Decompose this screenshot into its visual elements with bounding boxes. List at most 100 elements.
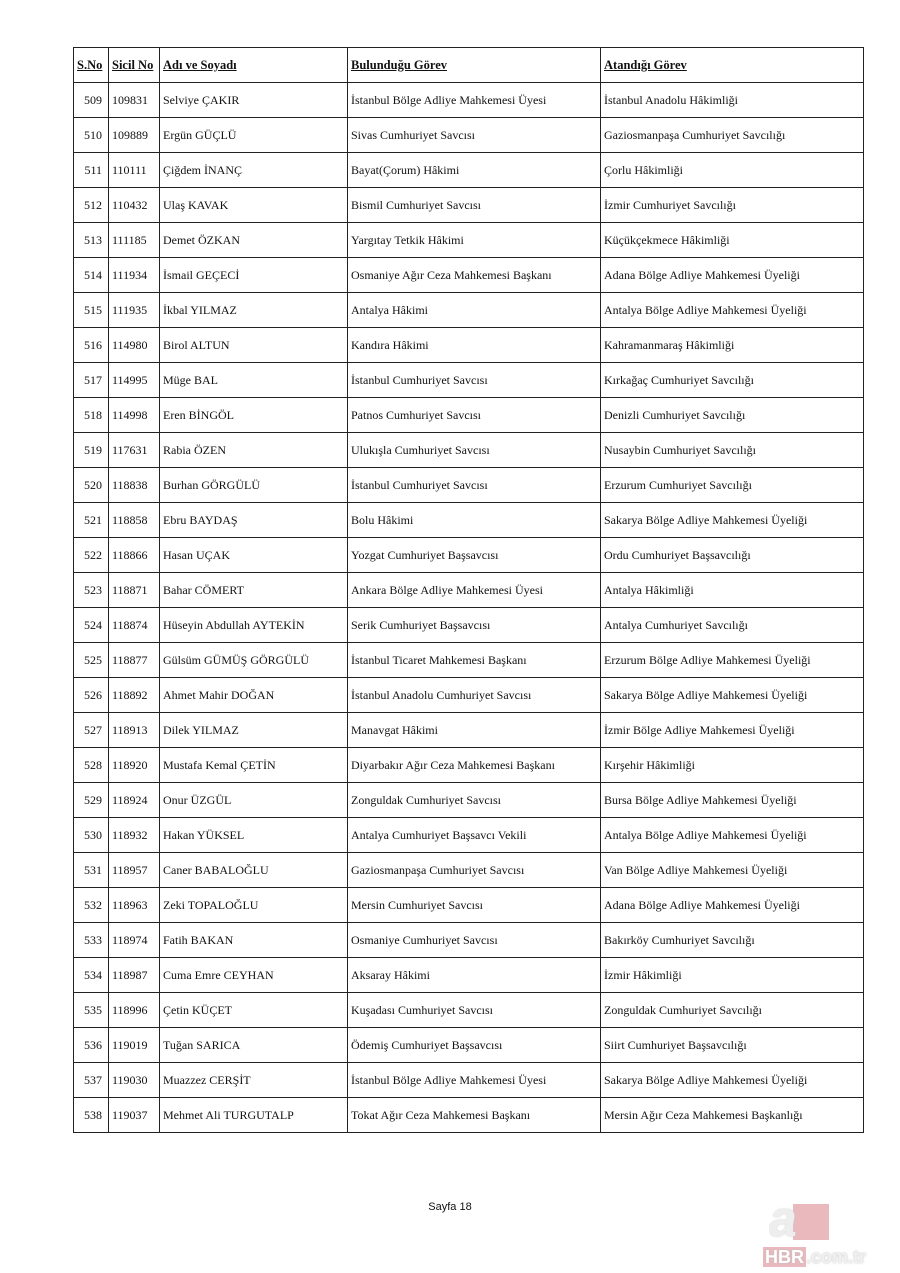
cell-sno: 514 [73, 257, 109, 293]
cell-assigned-post: Kırşehir Hâkimliği [600, 747, 864, 783]
cell-sno: 517 [73, 362, 109, 398]
cell-current-post: Gaziosmanpaşa Cumhuriyet Savcısı [347, 852, 601, 888]
cell-sicil-no: 118871 [108, 572, 160, 608]
cell-current-post: Ankara Bölge Adliye Mahkemesi Üyesi [347, 572, 601, 608]
cell-assigned-post: Bursa Bölge Adliye Mahkemesi Üyeliği [600, 782, 864, 818]
cell-assigned-post: İstanbul Anadolu Hâkimliği [600, 82, 864, 118]
cell-current-post: Antalya Cumhuriyet Başsavcı Vekili [347, 817, 601, 853]
cell-name: Bahar CÖMERT [159, 572, 348, 608]
cell-sno: 528 [73, 747, 109, 783]
cell-assigned-post: Bakırköy Cumhuriyet Savcılığı [600, 922, 864, 958]
cell-assigned-post: Sakarya Bölge Adliye Mahkemesi Üyeliği [600, 502, 864, 538]
table-row: 512 110432 Ulaş KAVAK Bismil Cumhuriyet Sav… [73, 187, 864, 223]
cell-sicil-no: 118838 [108, 467, 160, 503]
watermark-brand-text: HBR .com.tr [763, 1247, 867, 1267]
cell-assigned-post: Kırkağaç Cumhuriyet Savcılığı [600, 362, 864, 398]
cell-name: Demet ÖZKAN [159, 222, 348, 258]
cell-current-post: Aksaray Hâkimi [347, 957, 601, 993]
table-row: 537 119030 Muazzez CERŞİT İstanbul Bölge Ad… [73, 1062, 864, 1098]
cell-name: Hüseyin Abdullah AYTEKİN [159, 607, 348, 643]
table-row: 523 118871 Bahar CÖMERT Ankara Bölge Adliye… [73, 572, 864, 608]
cell-assigned-post: Erzurum Bölge Adliye Mahkemesi Üyeliği [600, 642, 864, 678]
cell-current-post: Ulukışla Cumhuriyet Savcısı [347, 432, 601, 468]
cell-sno: 522 [73, 537, 109, 573]
cell-name: Zeki TOPALOĞLU [159, 887, 348, 923]
cell-current-post: İstanbul Bölge Adliye Mahkemesi Üyesi [347, 82, 601, 118]
cell-sicil-no: 118877 [108, 642, 160, 678]
cell-sicil-no: 110111 [108, 152, 160, 188]
cell-current-post: Tokat Ağır Ceza Mahkemesi Başkanı [347, 1097, 601, 1133]
cell-assigned-post: Adana Bölge Adliye Mahkemesi Üyeliği [600, 257, 864, 293]
cell-name: Selviye ÇAKIR [159, 82, 348, 118]
cell-sicil-no: 118932 [108, 817, 160, 853]
table-row: 511 110111 Çiğdem İNANÇ Bayat(Çorum) Hâkimi… [73, 152, 864, 188]
cell-assigned-post: Kahramanmaraş Hâkimliği [600, 327, 864, 363]
cell-current-post: Osmaniye Cumhuriyet Savcısı [347, 922, 601, 958]
cell-sno: 520 [73, 467, 109, 503]
cell-assigned-post: Denizli Cumhuriyet Savcılığı [600, 397, 864, 433]
cell-sno: 534 [73, 957, 109, 993]
cell-current-post: Mersin Cumhuriyet Savcısı [347, 887, 601, 923]
cell-assigned-post: İzmir Bölge Adliye Mahkemesi Üyeliği [600, 712, 864, 748]
cell-sicil-no: 118963 [108, 887, 160, 923]
cell-current-post: Zonguldak Cumhuriyet Savcısı [347, 782, 601, 818]
cell-sicil-no: 118974 [108, 922, 160, 958]
cell-name: Mehmet Ali TURGUTALP [159, 1097, 348, 1133]
cell-sicil-no: 118913 [108, 712, 160, 748]
cell-sno: 536 [73, 1027, 109, 1063]
cell-sicil-no: 118920 [108, 747, 160, 783]
table-row: 514 111934 İsmail GEÇECİ Osmaniye Ağır Ceza… [73, 257, 864, 293]
cell-current-post: Patnos Cumhuriyet Savcısı [347, 397, 601, 433]
cell-sno: 523 [73, 572, 109, 608]
table-row: 517 114995 Müge BAL İstanbul Cumhuriyet Sav… [73, 362, 864, 398]
cell-sicil-no: 118957 [108, 852, 160, 888]
cell-sno: 510 [73, 117, 109, 153]
cell-name: Çiğdem İNANÇ [159, 152, 348, 188]
cell-sicil-no: 119019 [108, 1027, 160, 1063]
cell-assigned-post: Antalya Bölge Adliye Mahkemesi Üyeliği [600, 292, 864, 328]
cell-assigned-post: Ordu Cumhuriyet Başsavcılığı [600, 537, 864, 573]
cell-sno: 529 [73, 782, 109, 818]
cell-name: Caner BABALOĞLU [159, 852, 348, 888]
cell-current-post: İstanbul Ticaret Mahkemesi Başkanı [347, 642, 601, 678]
cell-sno: 526 [73, 677, 109, 713]
table-row: 521 118858 Ebru BAYDAŞ Bolu Hâkimi Sakarya B… [73, 502, 864, 538]
cell-current-post: Serik Cumhuriyet Başsavcısı [347, 607, 601, 643]
cell-name: Burhan GÖRGÜLÜ [159, 467, 348, 503]
cell-name: Onur ÜZGÜL [159, 782, 348, 818]
header-current-post: Bulunduğu Görev [347, 47, 601, 83]
cell-sno: 538 [73, 1097, 109, 1133]
cell-name: Cuma Emre CEYHAN [159, 957, 348, 993]
cell-sicil-no: 117631 [108, 432, 160, 468]
table-row: 534 118987 Cuma Emre CEYHAN Aksaray Hâkimi İ… [73, 957, 864, 993]
cell-current-post: Yargıtay Tetkik Hâkimi [347, 222, 601, 258]
header-sno: S.No [73, 47, 109, 83]
cell-assigned-post: Nusaybin Cumhuriyet Savcılığı [600, 432, 864, 468]
cell-sicil-no: 109831 [108, 82, 160, 118]
cell-sno: 530 [73, 817, 109, 853]
cell-sno: 512 [73, 187, 109, 223]
cell-sno: 519 [73, 432, 109, 468]
cell-current-post: Kuşadası Cumhuriyet Savcısı [347, 992, 601, 1028]
cell-assigned-post: Adana Bölge Adliye Mahkemesi Üyeliği [600, 887, 864, 923]
page-number: Sayfa 18 [428, 1201, 472, 1213]
watermark-letter-a: a [769, 1196, 797, 1242]
cell-sicil-no: 118866 [108, 537, 160, 573]
cell-assigned-post: İzmir Hâkimliği [600, 957, 864, 993]
cell-assigned-post: Sakarya Bölge Adliye Mahkemesi Üyeliği [600, 677, 864, 713]
cell-name: Gülsüm GÜMÜŞ GÖRGÜLÜ [159, 642, 348, 678]
cell-sno: 537 [73, 1062, 109, 1098]
cell-sno: 535 [73, 992, 109, 1028]
cell-sno: 518 [73, 397, 109, 433]
cell-sno: 511 [73, 152, 109, 188]
table-row: 522 118866 Hasan UÇAK Yozgat Cumhuriyet Baş… [73, 537, 864, 573]
cell-name: Dilek YILMAZ [159, 712, 348, 748]
table-row: 524 118874 Hüseyin Abdullah AYTEKİN Serik C… [73, 607, 864, 643]
cell-sicil-no: 109889 [108, 117, 160, 153]
cell-sno: 516 [73, 327, 109, 363]
cell-assigned-post: Siirt Cumhuriyet Başsavcılığı [600, 1027, 864, 1063]
watermark-accent-block [793, 1204, 829, 1240]
cell-sicil-no: 111935 [108, 292, 160, 328]
cell-current-post: Bolu Hâkimi [347, 502, 601, 538]
cell-sno: 515 [73, 292, 109, 328]
